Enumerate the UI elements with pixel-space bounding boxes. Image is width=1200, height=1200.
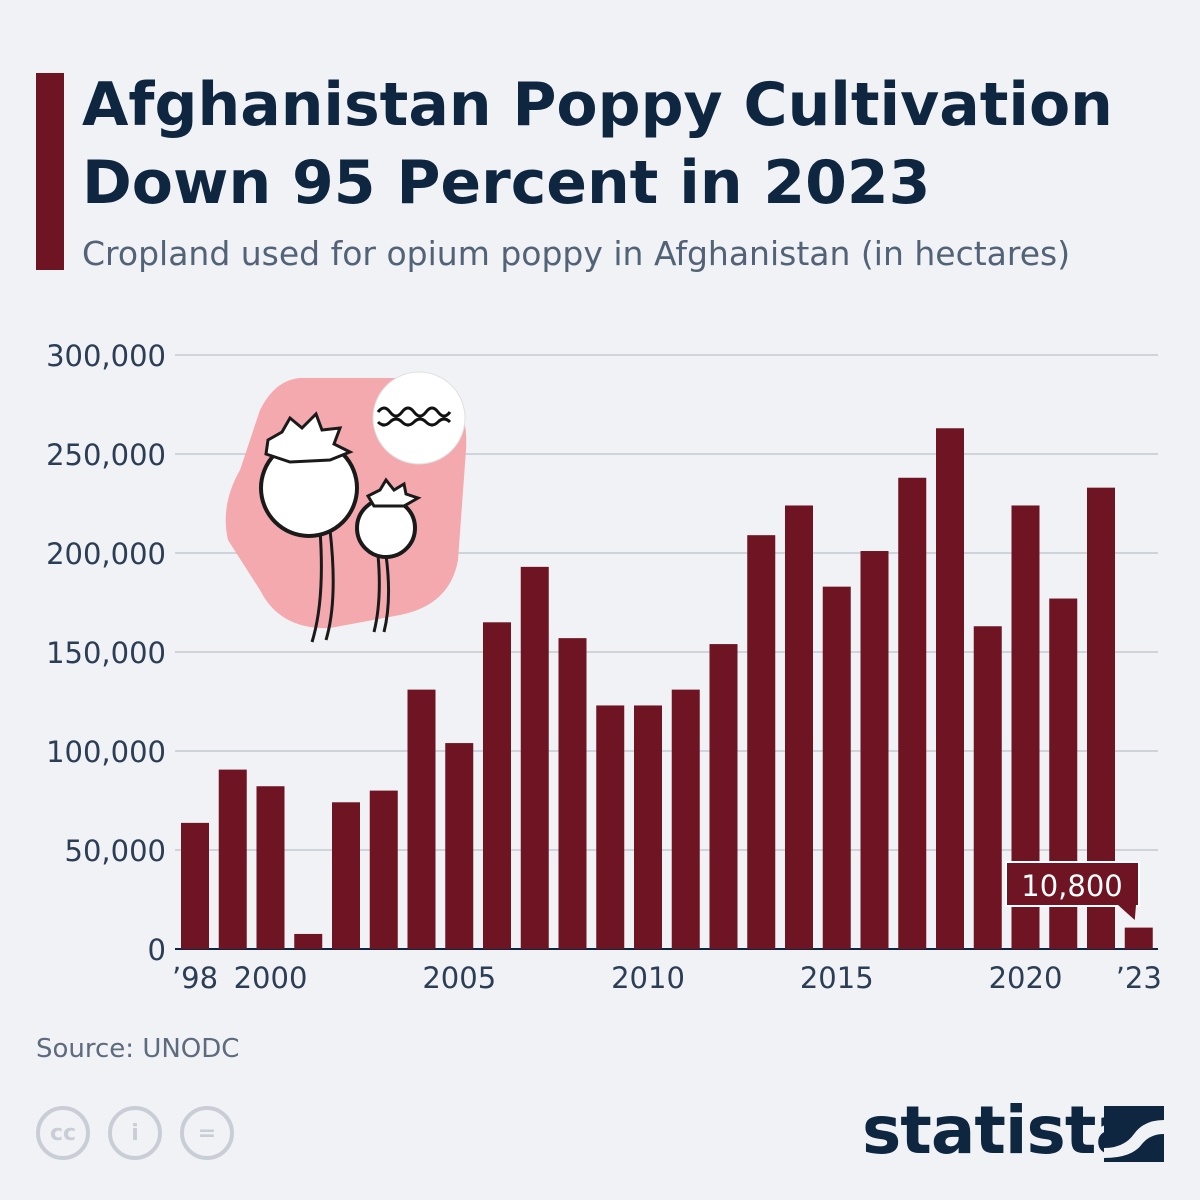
bar-2017 xyxy=(898,477,927,949)
no-derivatives-icon[interactable]: = xyxy=(180,1106,234,1160)
x-tick-label: ’23 xyxy=(1116,961,1162,995)
bar-2016 xyxy=(860,551,889,949)
taliban-flag-badge xyxy=(372,371,466,465)
statista-logo-icon xyxy=(1104,1106,1164,1162)
bar-2014 xyxy=(785,505,813,949)
annotation-pointer xyxy=(1118,905,1136,920)
bar-2013 xyxy=(747,535,776,949)
attribution-icon[interactable]: i xyxy=(108,1106,162,1160)
title-accent-bar xyxy=(36,73,64,270)
y-tick-label: 300,000 xyxy=(46,339,166,373)
bar-2001 xyxy=(294,933,323,949)
annotation-label: 10,800 xyxy=(1021,869,1122,903)
bar-2005 xyxy=(445,743,474,949)
chart-title: Afghanistan Poppy Cultivation Down 95 Pe… xyxy=(82,70,1113,218)
y-tick-label: 250,000 xyxy=(46,438,166,472)
bar-2002 xyxy=(332,802,360,949)
bar-2004 xyxy=(407,689,436,949)
bar-2015 xyxy=(822,586,851,949)
bar-2003 xyxy=(369,790,398,949)
cc-icon[interactable]: cc xyxy=(36,1106,90,1160)
bar-2011 xyxy=(671,689,700,949)
statista-logo[interactable]: statista xyxy=(862,1092,1140,1169)
y-tick-label: 200,000 xyxy=(46,537,166,571)
bar-2018 xyxy=(936,428,964,949)
bar-2008 xyxy=(558,638,587,949)
y-tick-label: 150,000 xyxy=(46,636,166,670)
x-tick-label: ’98 xyxy=(172,961,218,995)
y-tick-label: 50,000 xyxy=(65,834,166,868)
poppy-illustration xyxy=(225,378,467,643)
y-tick-label: 0 xyxy=(148,933,166,967)
bar-2007 xyxy=(520,566,549,949)
x-tick-label: 2015 xyxy=(800,961,874,995)
bar-1999 xyxy=(218,769,247,949)
bar-2000 xyxy=(256,786,285,949)
bar-1998 xyxy=(181,822,209,949)
chart-subtitle: Cropland used for opium poppy in Afghani… xyxy=(82,234,1071,273)
bar-2012 xyxy=(709,644,738,949)
bar-2010 xyxy=(634,705,662,949)
x-tick-label: 2000 xyxy=(234,961,308,995)
x-tick-label: 2010 xyxy=(611,961,685,995)
source-note: Source: UNODC xyxy=(36,1034,240,1064)
bar-2006 xyxy=(483,622,511,949)
bar-2019 xyxy=(973,626,1002,949)
annotation-box xyxy=(1005,861,1140,907)
x-tick-label: 2020 xyxy=(989,961,1063,995)
x-tick-label: 2005 xyxy=(422,961,496,995)
bar-2023 xyxy=(1124,927,1153,949)
y-tick-label: 100,000 xyxy=(46,735,166,769)
bar-2009 xyxy=(596,705,625,949)
